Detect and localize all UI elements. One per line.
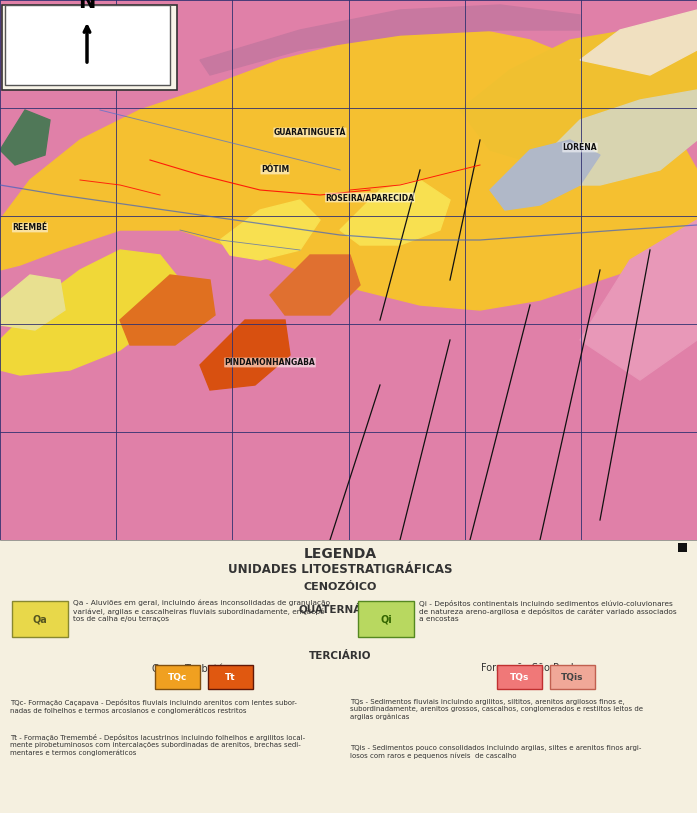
- FancyBboxPatch shape: [358, 601, 414, 637]
- FancyBboxPatch shape: [155, 665, 200, 689]
- Text: TQs - Sedimentos fluviais incluindo argilitos, siltitos, arenitos argilosos fino: TQs - Sedimentos fluviais incluindo argi…: [350, 699, 643, 720]
- Text: LEGENDA: LEGENDA: [303, 547, 376, 561]
- Text: CENOZÓICO: CENOZÓICO: [303, 582, 376, 592]
- Text: Qi: Qi: [380, 614, 392, 624]
- Text: TQs: TQs: [510, 672, 529, 681]
- FancyBboxPatch shape: [12, 601, 68, 637]
- Text: Qi - Depósitos continentais incluindo sedimentos elúvio-coluvionares
de natureza: Qi - Depósitos continentais incluindo se…: [419, 600, 677, 622]
- Bar: [2, 5, 177, 90]
- Polygon shape: [0, 30, 697, 310]
- Polygon shape: [490, 140, 600, 210]
- Polygon shape: [0, 275, 65, 330]
- Polygon shape: [220, 200, 320, 260]
- Text: Qa - Aluviões em geral, incluindo áreas inconsolidadas de granulação
variável, a: Qa - Aluviões em geral, incluindo áreas …: [73, 600, 330, 622]
- Text: Formação São Paulo: Formação São Paulo: [481, 663, 579, 673]
- Text: TQc: TQc: [168, 672, 187, 681]
- Bar: [5, 5, 170, 85]
- Text: PINDAMONHANGABA: PINDAMONHANGABA: [224, 358, 315, 367]
- Polygon shape: [200, 5, 580, 75]
- Text: PÓTIM: PÓTIM: [261, 165, 289, 174]
- Polygon shape: [340, 180, 450, 245]
- Text: UNIDADES LITOESTRATIGRÁFICAS: UNIDADES LITOESTRATIGRÁFICAS: [228, 563, 452, 576]
- FancyBboxPatch shape: [208, 665, 253, 689]
- Polygon shape: [580, 220, 697, 380]
- Text: TQis: TQis: [561, 672, 584, 681]
- Text: N: N: [78, 0, 95, 12]
- Polygon shape: [540, 90, 697, 185]
- Polygon shape: [0, 110, 50, 165]
- Text: TQis - Sedimentos pouco consolidados incluindo argilas, siltes e arenitos finos : TQis - Sedimentos pouco consolidados inc…: [350, 745, 641, 759]
- Text: REEMBÉ: REEMBÉ: [13, 223, 47, 232]
- Bar: [678, 543, 687, 552]
- Text: Tt: Tt: [225, 672, 236, 681]
- Text: TERCIÁRIO: TERCIÁRIO: [309, 651, 372, 661]
- FancyBboxPatch shape: [497, 665, 542, 689]
- Polygon shape: [0, 250, 180, 375]
- Polygon shape: [200, 320, 290, 390]
- Text: Grupo Taubaté: Grupo Taubaté: [152, 663, 224, 673]
- Polygon shape: [460, 30, 697, 165]
- Text: ROSEIRA/APARECIDA: ROSEIRA/APARECIDA: [325, 193, 415, 202]
- Text: Qa: Qa: [33, 614, 47, 624]
- Text: Tt - Formação Tremembé - Depósitos lacustrinos incluindo folhelhos e argilitos l: Tt - Formação Tremembé - Depósitos lacus…: [10, 734, 305, 755]
- Polygon shape: [270, 255, 360, 315]
- Text: TQc- Formação Caçapava - Depósitos fluviais incluindo arenitos com lentes subor-: TQc- Formação Caçapava - Depósitos fluvi…: [10, 699, 297, 714]
- FancyBboxPatch shape: [550, 665, 595, 689]
- Text: GUARATINGUETÁ: GUARATINGUETÁ: [274, 128, 346, 137]
- Text: QUATERNÁRIO: QUATERNÁRIO: [298, 603, 382, 615]
- Polygon shape: [120, 275, 215, 345]
- Polygon shape: [580, 10, 697, 75]
- Text: LORENA: LORENA: [562, 143, 597, 152]
